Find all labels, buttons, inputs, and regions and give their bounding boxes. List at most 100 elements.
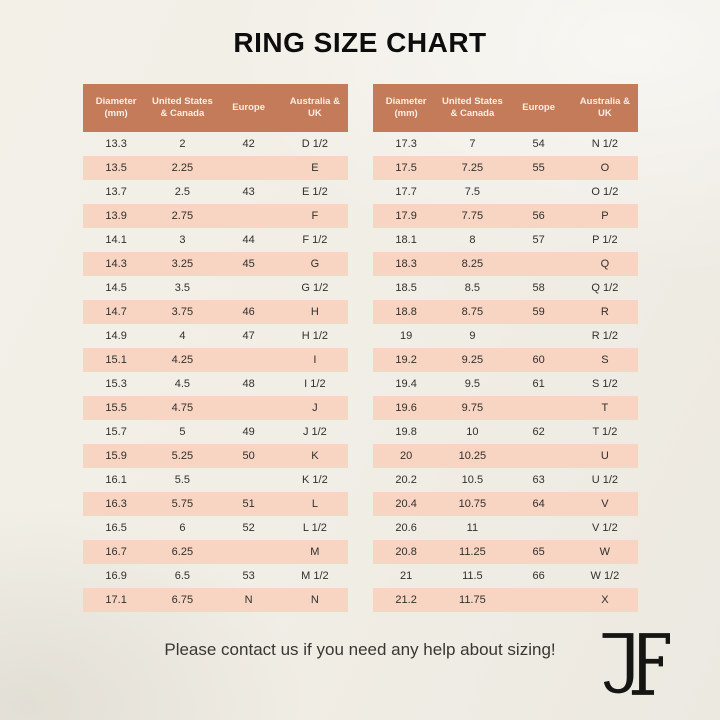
table-cell: 15.7 (105, 426, 127, 438)
table-cell: 7.75 (461, 210, 484, 222)
table-cell: 14.1 (105, 234, 127, 246)
table-cell: 8 (469, 234, 476, 246)
table-row: 16.5 6 52 L 1/2 (83, 516, 348, 540)
table-cell: 16.9 (105, 570, 127, 582)
table-row: 19.4 9.5 61 S 1/2 (373, 372, 638, 396)
table-cell: 19.8 (395, 426, 417, 438)
table-cell: 57 (532, 234, 545, 246)
table-cell: 14.9 (105, 330, 127, 342)
table-cell: R 1/2 (591, 330, 619, 342)
table-cell: K (311, 450, 319, 462)
table-cell: 6 (179, 522, 186, 534)
table-cell: 8.75 (461, 306, 484, 318)
table-row: 16.7 6.25 M (83, 540, 348, 564)
table-cell: 21 (400, 570, 413, 582)
table-cell: 53 (242, 570, 255, 582)
table-cell: 2.5 (174, 186, 191, 198)
table-cell: 3 (179, 234, 186, 246)
table-cell: 66 (532, 570, 545, 582)
table-cell: H 1/2 (301, 330, 329, 342)
table-cell: 9.75 (461, 402, 484, 414)
table-cell: 47 (242, 330, 255, 342)
table-cell: 11.75 (459, 594, 486, 606)
jf-monogram-icon (602, 633, 670, 695)
table-row: 14.9 4 47 H 1/2 (83, 324, 348, 348)
table-cell: 54 (532, 138, 545, 150)
table-row: 16.3 5.75 51 L (83, 492, 348, 516)
logo-letter-f (631, 633, 670, 695)
table-row: 13.3 2 42 D 1/2 (83, 132, 348, 156)
table-cell: U 1/2 (591, 474, 619, 486)
table-cell: 4 (179, 330, 186, 342)
table-cell: K 1/2 (302, 474, 328, 486)
table-cell: 20.6 (395, 522, 417, 534)
column-header-us-canada: United States & Canada (442, 95, 503, 119)
table-cell: V 1/2 (592, 522, 618, 534)
table-cell: F 1/2 (302, 234, 328, 246)
table-cell: 14.5 (105, 282, 127, 294)
table-row: 20.8 11.25 65 W (373, 540, 638, 564)
table-cell: 14.3 (105, 258, 127, 270)
column-header-diameter: Diameter (mm) (385, 95, 427, 119)
table-cell: 6.75 (171, 594, 194, 606)
table-cell: E (311, 162, 319, 174)
table-row: 20.6 11 V 1/2 (373, 516, 638, 540)
table-cell: R (600, 306, 609, 318)
table-cell: P 1/2 (592, 234, 618, 246)
table-cell: I (313, 354, 317, 366)
table-cell: 2 (179, 138, 186, 150)
table-cell: N 1/2 (591, 138, 619, 150)
table-cell: 16.1 (105, 474, 127, 486)
page-title: RING SIZE CHART (233, 27, 487, 58)
table-cell: L 1/2 (302, 522, 327, 534)
table-cell: 20.2 (395, 474, 417, 486)
column-header-europe: Europe (232, 101, 265, 113)
table-cell: J (312, 402, 318, 414)
table-cell: 13.9 (105, 210, 127, 222)
table-cell: 44 (242, 234, 255, 246)
table-cell: V (601, 498, 609, 510)
table-cell: 18.5 (395, 282, 417, 294)
table-cell: 4.75 (171, 402, 194, 414)
table-cell: 19.2 (395, 354, 417, 366)
table-cell: 16.5 (105, 522, 127, 534)
table-cell: 60 (532, 354, 545, 366)
table-cell: 65 (532, 546, 545, 558)
table-row: 19.6 9.75 T (373, 396, 638, 420)
table-cell: N (244, 594, 253, 606)
table-cell: 6.5 (174, 570, 191, 582)
column-header-europe: Europe (522, 101, 555, 113)
table-cell: T (601, 402, 609, 414)
column-header-us-canada: United States & Canada (152, 95, 213, 119)
table-row: 15.9 5.25 50 K (83, 444, 348, 468)
table-cell: 17.1 (105, 594, 127, 606)
table-cell: 17.9 (395, 210, 417, 222)
table-cell: 20 (400, 450, 413, 462)
table-cell: 7 (469, 138, 476, 150)
size-table-left: Diameter (mm) United States & Canada Eur… (83, 84, 348, 612)
table-cell: 7.5 (464, 186, 481, 198)
table-cell: 9.5 (464, 378, 481, 390)
table-cell: 49 (242, 426, 255, 438)
table-cell: L (311, 498, 318, 510)
table-cell: M (310, 546, 320, 558)
table-cell: 5.5 (174, 474, 191, 486)
column-header-australia-uk: Australia & UK (579, 95, 630, 119)
table-cell: 18.8 (395, 306, 417, 318)
table-row: 20 10.25 U (373, 444, 638, 468)
table-row: 21.2 11.75 X (373, 588, 638, 612)
table-cell: 17.5 (395, 162, 417, 174)
table-cell: 3.75 (171, 306, 194, 318)
table-row: 14.1 3 44 F 1/2 (83, 228, 348, 252)
table-cell: W 1/2 (590, 570, 620, 582)
table-cell: 13.5 (105, 162, 127, 174)
table-cell: 6.25 (171, 546, 194, 558)
table-cell: 58 (532, 282, 545, 294)
table-row: 18.1 8 57 P 1/2 (373, 228, 638, 252)
table-cell: 11.5 (462, 570, 483, 582)
table-cell: W (599, 546, 611, 558)
table-row: 15.1 4.25 I (83, 348, 348, 372)
table-cell: 19 (400, 330, 413, 342)
table-cell: 18.1 (395, 234, 417, 246)
table-cell: U (600, 450, 609, 462)
